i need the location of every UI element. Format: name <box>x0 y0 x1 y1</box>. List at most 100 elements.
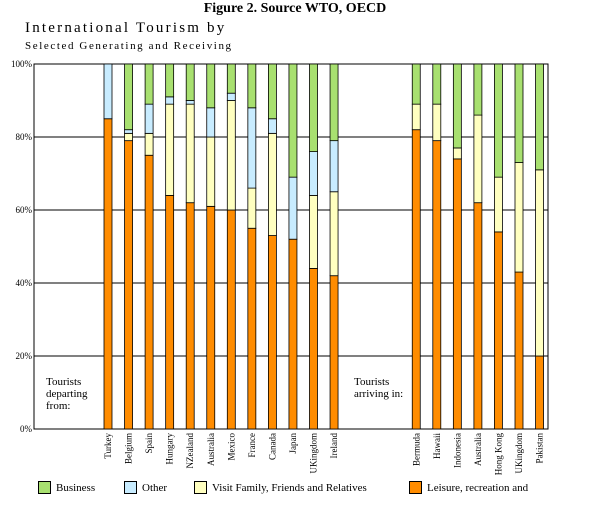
x-tick-label: Hawaii <box>432 433 442 459</box>
legend-item: Business <box>38 481 95 494</box>
bar-segment <box>411 63 421 105</box>
bar-segment <box>185 202 195 430</box>
bar-segment <box>452 147 462 160</box>
x-tick-label: UKingdom <box>514 433 524 474</box>
bar-segment <box>432 103 442 142</box>
bar-segment <box>267 118 277 134</box>
legend-swatch <box>38 481 51 494</box>
legend-item: Other <box>124 481 167 494</box>
bar-segment <box>206 205 216 430</box>
x-tick-label: Hungary <box>165 433 175 465</box>
legend-label: Visit Family, Friends and Relatives <box>212 481 367 494</box>
bar-segment <box>329 140 339 193</box>
y-axis-ticks: 0% 20% 40% 60% 80% 100% <box>11 59 33 434</box>
y-tick-label: 40% <box>16 278 33 288</box>
bar-segment <box>124 63 133 131</box>
x-tick-label: Indonesia <box>452 433 462 468</box>
bar-segment <box>494 63 503 178</box>
y-tick-label: 0% <box>20 424 33 434</box>
bar-segment <box>206 136 216 207</box>
x-tick-label: Turkey <box>103 433 113 459</box>
bar-segment <box>226 209 236 430</box>
bar-segment <box>144 63 154 105</box>
bar-segment <box>144 103 154 134</box>
bar-segment <box>267 235 277 430</box>
bar-segment <box>473 202 483 430</box>
bar-segment <box>247 63 257 109</box>
bar-segment <box>411 103 421 131</box>
stacked-bar-chart: 0% 20% 40% 60% 80% 100% Turkey Belgium Spain Hun… <box>11 59 549 476</box>
x-tick-label: Japan <box>288 433 298 454</box>
x-tick-label: Belgium <box>124 433 134 464</box>
legend-label: Other <box>142 481 168 494</box>
x-axis-labels: Turkey Belgium Spain Hungary NZealand Austral… <box>103 433 545 476</box>
bar-segment <box>288 238 298 430</box>
bar-segment <box>452 158 462 430</box>
bar-segment <box>185 63 195 101</box>
bar-segment <box>329 275 339 430</box>
bar-segment <box>144 154 154 430</box>
bar-segment <box>432 63 442 105</box>
x-tick-label: Bermuda <box>411 433 421 466</box>
bar-segment <box>329 191 339 277</box>
legend-swatch <box>124 481 137 494</box>
bar-segment <box>535 355 544 430</box>
x-tick-label: NZealand <box>185 433 195 469</box>
bar-segment <box>494 176 503 233</box>
bar-segment <box>329 63 339 142</box>
x-tick-label: France <box>247 433 257 458</box>
bar-segment <box>267 63 277 120</box>
group-label-departing: Tourists departing from: <box>46 376 88 412</box>
x-tick-label: Pakistan <box>535 433 545 464</box>
bar-segment <box>267 132 277 236</box>
bar-segment <box>165 194 175 430</box>
bars <box>103 63 544 430</box>
bar-segment <box>206 107 216 138</box>
bar-segment <box>309 267 318 430</box>
chart-subtitle: Selected Generating and Receiving <box>25 40 233 52</box>
legend-label: Leisure, recreation and <box>427 481 529 494</box>
bar-segment <box>514 162 524 273</box>
bar-segment <box>247 227 257 430</box>
x-tick-label: Australia <box>206 433 216 466</box>
x-tick-label: Ireland <box>329 433 339 459</box>
bar-segment <box>411 129 421 430</box>
y-tick-label: 60% <box>16 205 33 215</box>
x-tick-label: UKingdom <box>309 433 319 474</box>
bar-segment <box>535 63 544 171</box>
bar-segment <box>514 271 524 430</box>
bar-segment <box>535 169 544 357</box>
bar-segment <box>165 96 175 105</box>
bar-segment <box>185 103 195 204</box>
y-tick-label: 20% <box>16 351 33 361</box>
bar-segment <box>247 187 257 229</box>
group-label-arriving: Tourists arriving in: <box>354 376 404 400</box>
bar-segment <box>226 63 236 94</box>
bar-segment <box>514 63 524 163</box>
y-tick-label: 100% <box>11 59 33 69</box>
figure-title: Figure 2. Source WTO, OECD <box>203 1 387 16</box>
legend-label: Business <box>56 481 96 494</box>
bar-segment <box>226 100 236 211</box>
bar-segment <box>494 231 503 430</box>
bar-segment <box>103 63 113 120</box>
bar-segment <box>144 132 154 156</box>
bar-segment <box>288 176 298 240</box>
bar-segment <box>432 140 442 430</box>
bar-segment <box>473 63 483 116</box>
bar-segment <box>452 63 462 149</box>
bar-segment <box>247 107 257 189</box>
bar-segment <box>473 114 483 204</box>
legend-item: Visit Family, Friends and Relatives <box>194 481 367 494</box>
bar-segment <box>226 92 236 101</box>
bar-segment <box>309 63 318 152</box>
legend-swatch <box>409 481 422 494</box>
legend-item: Leisure, recreation and <box>409 481 528 494</box>
x-tick-label: Canada <box>267 433 277 460</box>
chart-title: International Tourism by <box>25 20 227 36</box>
bar-segment <box>206 63 216 109</box>
x-tick-label: Hong Kong <box>493 433 503 476</box>
bar-segment <box>124 132 133 142</box>
bar-segment <box>185 100 195 105</box>
bar-segment <box>124 129 133 134</box>
